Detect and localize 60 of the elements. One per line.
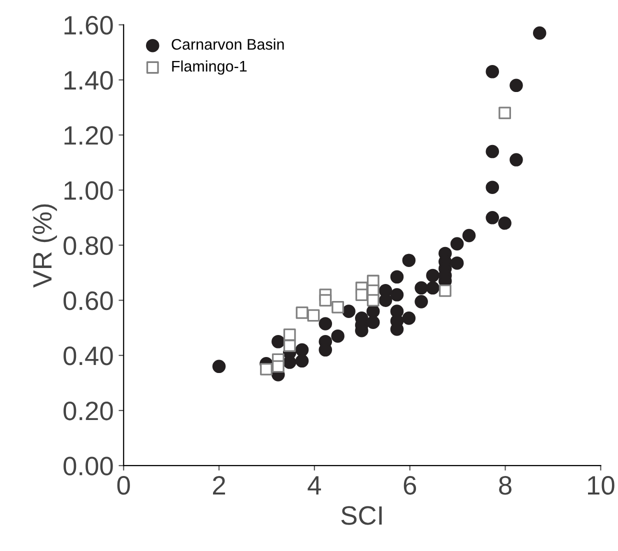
- x-axis-title: SCI: [341, 506, 382, 525]
- point: [260, 362, 272, 376]
- point: [390, 288, 404, 302]
- point: [212, 360, 226, 374]
- point: [282, 356, 296, 369]
- point: [414, 295, 428, 308]
- y-tick-label: 1.40: [64, 71, 113, 90]
- point: [342, 304, 356, 318]
- point: [319, 294, 332, 307]
- point: [498, 216, 512, 230]
- y-tick-label: 0.60: [64, 291, 113, 310]
- x-tick-label: 0: [117, 476, 130, 495]
- x-tick-label: 10: [588, 476, 614, 495]
- point: [331, 329, 344, 343]
- point: [414, 281, 428, 295]
- point: [498, 106, 512, 120]
- point: [402, 312, 416, 325]
- point: [332, 300, 344, 314]
- point: [355, 288, 368, 301]
- point: [426, 268, 440, 282]
- point: [486, 64, 500, 78]
- y-tick-label: 0.40: [64, 346, 113, 366]
- point: [390, 270, 404, 284]
- point: [426, 281, 440, 295]
- y-tick-label: 0.20: [64, 402, 113, 420]
- point: [510, 78, 523, 92]
- point: [272, 360, 284, 373]
- point: [402, 254, 416, 267]
- point: [283, 328, 296, 341]
- x-tick-label: 2: [213, 476, 226, 494]
- y-tick-label: 0.80: [64, 236, 113, 256]
- point: [295, 343, 309, 357]
- point: [283, 340, 296, 352]
- point: [532, 26, 546, 40]
- point: [295, 354, 309, 368]
- point: [296, 306, 308, 319]
- point: [272, 334, 285, 348]
- point: [510, 153, 523, 166]
- y-axis-title: VR (%): [32, 204, 57, 288]
- point: [462, 228, 476, 242]
- point: [486, 144, 500, 158]
- y-tick-label: 1.60: [64, 16, 113, 35]
- point: [486, 180, 500, 194]
- point: [450, 237, 464, 250]
- point: [366, 294, 380, 307]
- point: [366, 316, 380, 329]
- x-tick-label: 8: [499, 476, 512, 495]
- point: [450, 256, 464, 270]
- point: [307, 309, 320, 322]
- y-tick-label: 1.00: [64, 181, 113, 200]
- point: [438, 284, 452, 297]
- point: [378, 294, 392, 307]
- y-tick-label: 0.00: [64, 456, 113, 476]
- x-tick-label: 4: [308, 476, 322, 494]
- x-tick-label: 6: [404, 476, 416, 495]
- point: [318, 317, 332, 330]
- point: [486, 211, 500, 224]
- legend-label: Carnarvon Basin: [172, 38, 284, 50]
- y-tick-label: 1.20: [64, 126, 113, 145]
- legend-label: Flamingo-1: [172, 60, 247, 75]
